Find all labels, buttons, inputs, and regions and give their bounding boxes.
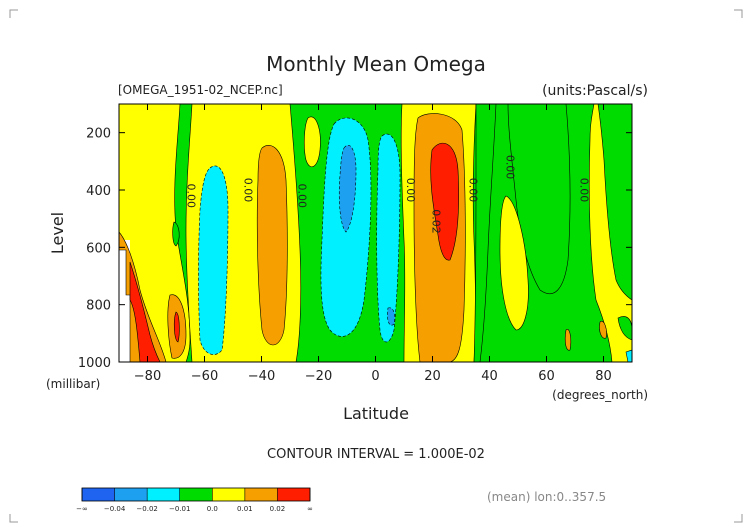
region-south-red — [129, 261, 161, 362]
x-tick-label: 60 — [538, 369, 555, 384]
mean-note: (mean) lon:0..357.5 — [487, 490, 606, 504]
contour-label: 0.00 — [296, 183, 309, 208]
region-green-north-3 — [473, 104, 497, 362]
region-cyan-3 — [376, 133, 401, 343]
y-tick-label: 400 — [86, 184, 111, 199]
contour-label: 0.00 — [467, 178, 480, 203]
colorbar-bin — [212, 488, 245, 501]
colorbar-bin — [179, 488, 213, 501]
colorbar-bin — [114, 488, 148, 501]
x-tick-label: 40 — [481, 369, 498, 384]
contour-label: 0.00 — [241, 178, 254, 203]
y-tick-label: 200 — [86, 127, 111, 142]
region-yellow-small — [303, 116, 321, 168]
x-axis-units: (degrees_north) — [552, 388, 648, 402]
colorbar-bin — [244, 488, 278, 501]
colorbar-bin — [82, 488, 115, 501]
y-axis-label: Level — [48, 212, 67, 254]
colorbar-label: 0.02 — [270, 505, 286, 513]
plot-area: 0.00 0.00 0.00 0.00 0.000.000.000.02 −80 −60−… — [78, 103, 633, 384]
region-blue-2 — [387, 307, 396, 326]
region-south-red-2 — [173, 311, 180, 343]
region-red-1 — [430, 142, 460, 261]
units-label: (units:Pascal/s) — [542, 83, 648, 99]
colorbar-label: −0.02 — [136, 505, 157, 513]
colorbar-label: −∞ — [76, 505, 88, 513]
x-tick-label: 80 — [595, 369, 612, 384]
file-label: [OMEGA_1951-02_NCEP.nc] — [118, 83, 283, 97]
contour-labels: 0.00 0.00 0.00 0.00 0.00 0.00 0.00 0.02 — [184, 155, 590, 234]
colorbar-label: −0.01 — [169, 505, 190, 513]
chart-title: Monthly Mean Omega — [266, 52, 486, 76]
x-tick-label: −40 — [248, 369, 275, 384]
y-tick-label: 600 — [86, 241, 111, 256]
region-green-blob — [172, 221, 180, 247]
region-cyan-north — [625, 349, 632, 362]
region-orange-north-2 — [599, 320, 607, 339]
contour-label: 0.00 — [578, 178, 591, 203]
region-green-north-2 — [597, 104, 632, 301]
region-yellow-north-small — [499, 195, 529, 331]
colorbar: −∞ −0.04 −0.02 −0.01 0.0 0.01 0.02 ∞ — [76, 487, 313, 513]
colorbar-label: −0.04 — [104, 505, 126, 513]
y-tick-label: 1000 — [78, 356, 111, 371]
contour-interval: CONTOUR INTERVAL = 1.000E-02 — [267, 447, 485, 462]
x-tick-label: 20 — [424, 369, 441, 384]
colorbar-label: 0.01 — [237, 505, 253, 513]
region-cyan-1 — [198, 165, 229, 355]
region-orange-north — [564, 329, 572, 351]
x-axis-label: Latitude — [343, 404, 409, 423]
contour-label: 0.00 — [404, 178, 417, 203]
colorbar-label: ∞ — [307, 505, 313, 513]
colorbar-bin — [147, 488, 180, 501]
region-orange-1 — [256, 145, 288, 346]
x-tick-label: −80 — [134, 369, 161, 384]
contour-label: 0.00 — [504, 155, 517, 180]
y-axis: 200 400 600 800 1000 — [78, 127, 632, 371]
region-green-north-4 — [617, 316, 632, 341]
region-yellow-3 — [494, 104, 632, 362]
colorbar-label: 0.0 — [207, 505, 218, 513]
y-tick-label: 800 — [86, 299, 111, 314]
colorbar-bin — [277, 488, 310, 501]
corner-marks — [9, 9, 743, 523]
region-blue-1 — [338, 144, 357, 233]
x-axis: −80 −60 −40 −20 0 20 40 60 80 — [134, 104, 612, 384]
contour-label: 0.00 — [184, 183, 197, 208]
x-tick-label: 0 — [371, 369, 379, 384]
x-tick-label: −60 — [191, 369, 218, 384]
x-tick-label: −20 — [305, 369, 332, 384]
y-axis-units: (millibar) — [46, 377, 100, 391]
contour-label: 0.02 — [430, 209, 443, 234]
